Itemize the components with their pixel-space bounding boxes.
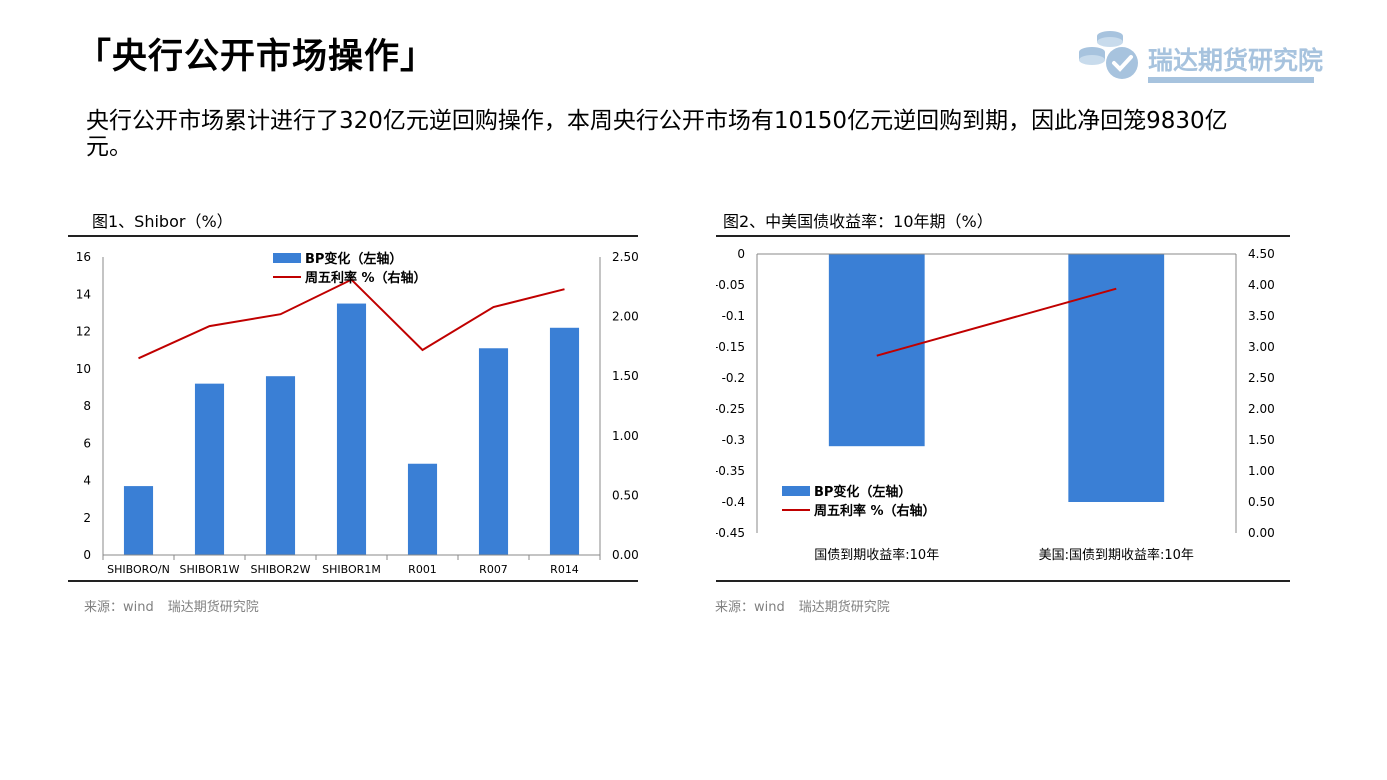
chart2-svg: 0 -0.05 -0.1 -0.15 -0.2 -0.25 -0.3 -0.35 -0.4 -0.…	[716, 247, 1275, 563]
y-left-tick-label: 10	[76, 362, 91, 376]
bar-6	[549, 327, 580, 555]
chart1-svg: 0 2 4 6 8 10 12 14 16 0.00 0.50 1.00 1.50 2.00 2.50 SHI…	[76, 250, 638, 576]
bar-0	[123, 486, 154, 555]
y-left-tick-label: 0	[737, 247, 745, 261]
y-left-tick-label: -0.4	[722, 495, 745, 509]
figure2-bottom-rule	[716, 580, 1290, 582]
figure2-top-rule	[716, 235, 1290, 237]
logo-underline	[1148, 77, 1314, 83]
x-tick-label: SHIBOR2W	[250, 563, 310, 576]
x-tick-label: 美国:国债到期收益率:10年	[1039, 547, 1194, 563]
y-left-tick-label: -0.25	[716, 402, 745, 416]
y-right-tick-label: 0.00	[612, 548, 638, 562]
source-label: 来源：wind	[84, 600, 154, 615]
y-left-tick-label: 6	[83, 436, 91, 450]
company-logo: 瑞达期货研究院	[1076, 28, 1323, 88]
y-right-tick-label: 2.00	[612, 310, 638, 324]
legend-bar-label: BP变化（左轴）	[305, 251, 402, 267]
y-right-tick-label: 1.00	[1248, 464, 1275, 478]
y-left-tick-label: 16	[76, 250, 91, 264]
y-left-tick-label: -0.1	[722, 309, 745, 323]
y-right-tick-label: 0.50	[612, 488, 638, 502]
y-left-tick-label: -0.3	[722, 433, 745, 447]
y-left-tick-label: 8	[83, 399, 91, 413]
y-right-tick-label: 0.00	[1248, 526, 1275, 540]
legend-bar-label: BP变化（左轴）	[814, 484, 911, 500]
x-tick-label: R007	[479, 563, 508, 576]
y-right-tick-label: 3.00	[1248, 340, 1275, 354]
x-tick-label: SHIBOR1M	[322, 563, 381, 576]
figure1-source: 来源：wind 瑞达期货研究院	[84, 596, 259, 615]
legend-bar-swatch	[273, 253, 301, 263]
figure1-title: 图1、Shibor（%）	[92, 212, 233, 231]
figure1-top-rule	[68, 235, 638, 237]
bar-1	[1068, 254, 1165, 502]
rate-line	[138, 278, 565, 360]
y-right-tick-label: 4.00	[1248, 278, 1275, 292]
figure1-bottom-rule	[68, 580, 638, 582]
bar-3	[336, 303, 367, 555]
y-left-tick-label: 0	[83, 548, 91, 562]
y-left-tick-label: -0.15	[716, 340, 745, 354]
y-left-tick-label: 4	[83, 474, 91, 488]
summary-text: 央行公开市场累计进行了320亿元逆回购操作，本周央行公开市场有10150亿元逆回…	[86, 108, 1228, 160]
x-tick-label: SHIBOR1W	[179, 563, 239, 576]
logo-text: 瑞达期货研究院	[1148, 46, 1324, 75]
y-right-tick-label: 2.50	[1248, 371, 1275, 385]
y-right-tick-label: 1.00	[612, 429, 638, 443]
y-right-tick-label: 2.00	[1248, 402, 1275, 416]
x-tick-label: R001	[408, 563, 437, 576]
y-right-tick-label: 4.50	[1248, 247, 1275, 261]
legend-line-label: 周五利率 %（右轴）	[305, 270, 427, 286]
rate-line	[876, 287, 1117, 357]
source-org: 瑞达期货研究院	[798, 600, 890, 615]
figure2-title: 图2、中美国债收益率：10年期（%）	[723, 212, 993, 231]
y-left-tick-label: 14	[76, 287, 91, 301]
figure2-source: 来源：wind 瑞达期货研究院	[715, 596, 890, 615]
bar-5	[478, 348, 509, 555]
x-tick-label: SHIBORO/N	[107, 563, 170, 576]
y-right-tick-label: 3.50	[1248, 309, 1275, 323]
y-left-tick-label: -0.2	[722, 371, 745, 385]
y-right-tick-label: 1.50	[1248, 433, 1275, 447]
y-right-tick-label: 2.50	[612, 250, 638, 264]
coins-icon	[1079, 31, 1138, 79]
bar-2	[265, 376, 296, 555]
source-label: 来源：wind	[715, 600, 785, 615]
source-org: 瑞达期货研究院	[167, 600, 259, 615]
page-title: 「央行公开市场操作」	[76, 37, 437, 77]
y-right-tick-label: 1.50	[612, 369, 638, 383]
y-left-tick-label: -0.05	[716, 278, 745, 292]
legend-bar-swatch	[782, 486, 810, 496]
bar-0	[828, 254, 925, 447]
bar-4	[407, 463, 438, 555]
y-left-tick-label: -0.35	[716, 464, 745, 478]
x-tick-label: R014	[550, 563, 579, 576]
y-left-tick-label: 12	[76, 325, 91, 339]
legend-line-label: 周五利率 %（右轴）	[814, 503, 936, 519]
x-tick-label: 国债到期收益率:10年	[814, 547, 939, 563]
bar-1	[194, 383, 225, 555]
y-right-tick-label: 0.50	[1248, 495, 1275, 509]
y-left-tick-label: -0.45	[716, 526, 745, 540]
y-left-tick-label: 2	[83, 511, 91, 525]
